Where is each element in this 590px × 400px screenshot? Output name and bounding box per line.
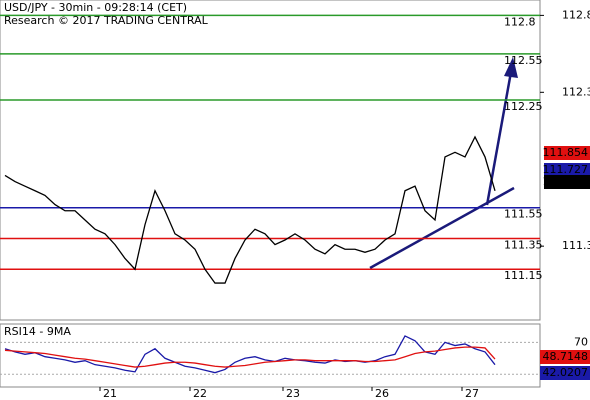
x-tick-label: 21 — [103, 387, 117, 400]
y-tick-label: 70 — [574, 335, 588, 348]
level-label: 112.55 — [504, 54, 543, 67]
price-tag: 42.0207 — [543, 366, 589, 379]
price-tag-box — [540, 366, 590, 380]
level-label: 112.8 — [504, 15, 536, 28]
rsi-title: RSI14 - 9MA — [4, 325, 71, 338]
price-tag-box — [544, 175, 590, 189]
price-tag: 111.713 — [543, 175, 589, 188]
chart-layer: 21 22 23 26 27 111.3 112.3 112.8 112.8 112.55 112.… — [0, 8, 590, 400]
price-tag: 111.854 — [543, 146, 589, 159]
arrow-shaft — [485, 71, 513, 206]
price-panel — [0, 0, 541, 321]
x-tick-label: 27 — [465, 387, 479, 400]
level-label: 111.15 — [504, 269, 543, 282]
level-label: 111.35 — [504, 238, 543, 251]
price-tag: 111.727 — [543, 163, 589, 176]
y-tick-label: 111.3 — [562, 239, 590, 252]
price-tag-box — [540, 350, 590, 364]
arrow-head — [504, 57, 518, 78]
chart-title: USD/JPY - 30min - 09:28:14 (CET) — [4, 1, 187, 14]
series-line — [4, 346, 496, 368]
trend-line — [369, 186, 515, 270]
x-tick-label: 26 — [375, 387, 389, 400]
level-label: 112.25 — [504, 100, 543, 113]
series-line — [4, 135, 496, 284]
price-tag: 48.7148 — [543, 350, 589, 363]
level-label: 111.55 — [504, 208, 543, 221]
y-tick-label: 112.3 — [562, 85, 590, 98]
chart-subtitle: Research © 2017 TRADING CENTRAL — [4, 14, 209, 27]
series-line — [4, 335, 496, 374]
price-tag-box — [544, 146, 590, 160]
rsi-panel — [0, 323, 541, 388]
price-tag-box — [544, 163, 590, 177]
x-tick-label: 23 — [286, 387, 300, 400]
y-tick-label: 112.8 — [562, 8, 590, 21]
x-tick-label: 22 — [193, 387, 207, 400]
